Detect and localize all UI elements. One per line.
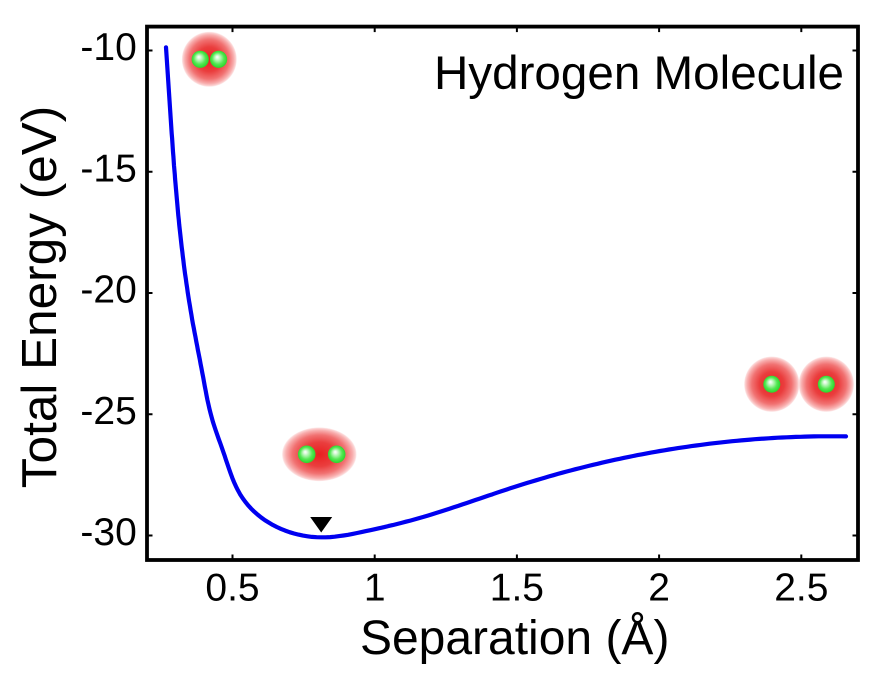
svg-text:-20: -20 <box>80 269 136 312</box>
svg-text:2.5: 2.5 <box>774 566 828 609</box>
svg-text:1.5: 1.5 <box>490 566 544 609</box>
svg-text:-25: -25 <box>80 390 136 433</box>
svg-text:-30: -30 <box>80 511 136 554</box>
svg-text:1: 1 <box>364 566 386 609</box>
svg-text:Separation (Å): Separation (Å) <box>360 612 670 665</box>
svg-text:0.5: 0.5 <box>205 566 259 609</box>
svg-text:Total Energy (eV): Total Energy (eV) <box>12 106 67 488</box>
svg-text:-15: -15 <box>80 147 136 190</box>
svg-text:Hydrogen Molecule: Hydrogen Molecule <box>434 47 844 100</box>
svg-text:-10: -10 <box>80 26 136 69</box>
svg-text:2: 2 <box>648 566 670 609</box>
